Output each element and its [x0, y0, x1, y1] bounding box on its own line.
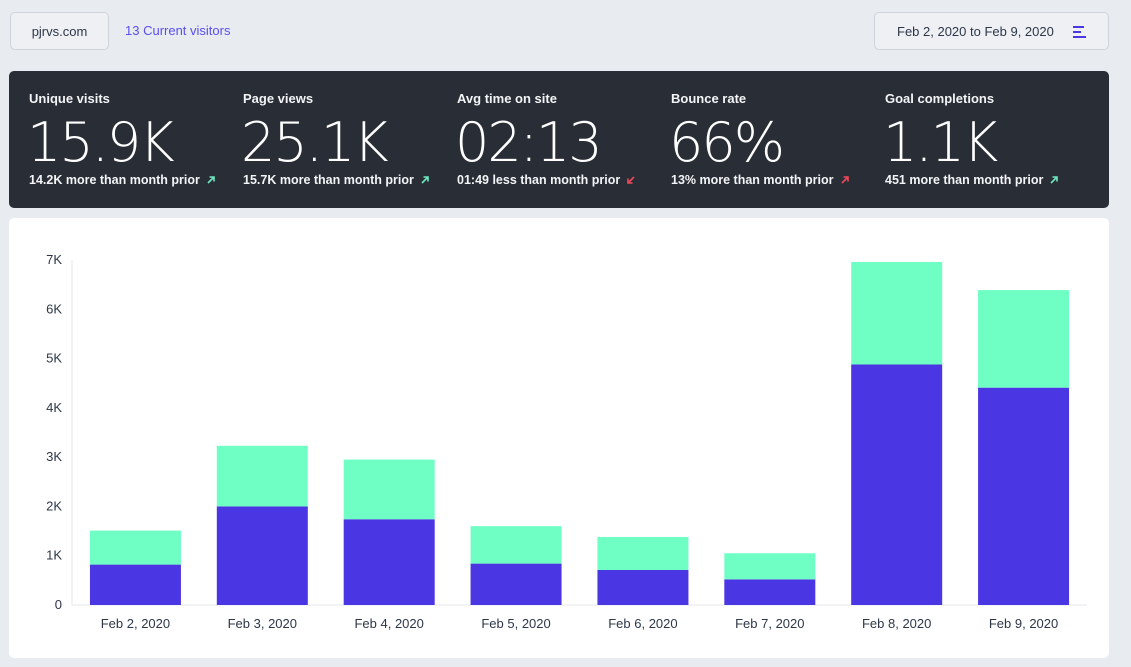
bar-segment-series-1 — [470, 526, 562, 564]
arrow-up-right-icon — [421, 176, 429, 184]
stat-unique-visits: Unique visits 15.9K 14.2K more than mont… — [27, 71, 243, 208]
y-tick-label: 6K — [46, 301, 62, 316]
bar-segment-series-1 — [343, 459, 435, 520]
stat-value: 66% — [669, 111, 785, 174]
bar-segment-series-1 — [851, 261, 943, 365]
date-range-label: Feb 2, 2020 to Feb 9, 2020 — [897, 23, 1054, 39]
x-tick-label: Feb 6, 2020 — [608, 616, 677, 631]
arrow-up-right-icon — [840, 176, 849, 184]
arrow-up-right-icon — [207, 176, 215, 184]
stats-panel: Unique visits 15.9K 14.2K more than mont… — [9, 71, 1109, 208]
x-tick-label: Feb 9, 2020 — [989, 616, 1058, 631]
stat-label: Bounce rate — [671, 91, 747, 106]
y-tick-label: 1K — [46, 548, 62, 563]
stat-value: 02:13 — [455, 111, 603, 174]
stat-change-text: 13% more than month prior — [671, 173, 834, 187]
stat-value: 15.9K — [27, 111, 175, 174]
stat-bounce-rate: Bounce rate 66% 13% more than month prio… — [669, 71, 885, 208]
y-tick-label: 3K — [46, 449, 62, 464]
stat-label: Avg time on site — [457, 91, 557, 106]
menu-lines-icon — [1073, 26, 1086, 38]
stat-change-text: 15.7K more than month prior — [243, 173, 414, 187]
stat-value: 25.1K — [241, 111, 389, 174]
y-tick-label: 7K — [46, 252, 62, 267]
bar-segment-series-1 — [216, 445, 308, 507]
stat-change: 13% more than month prior — [671, 173, 850, 187]
x-tick-label: Feb 7, 2020 — [735, 616, 804, 631]
bar-segment-series-0 — [724, 579, 816, 605]
bar-segment-series-0 — [470, 563, 562, 605]
stat-label: Page views — [243, 91, 314, 106]
stat-label: Goal completions — [885, 91, 995, 106]
arrow-up-right-icon — [1050, 176, 1059, 184]
stacked-bar-chart: 0 1K 2K 3K 4K 5K 6K 7K Feb 2, 2020 Feb 3, 2020 Feb… — [46, 252, 1087, 631]
stat-change-text: 01:49 less than month prior — [457, 173, 621, 187]
x-tick-label: Feb 8, 2020 — [862, 616, 931, 631]
y-tick-label: 0 — [55, 597, 62, 612]
x-tick-label: Feb 3, 2020 — [228, 616, 297, 631]
stat-page-views: Page views 25.1K 15.7K more than month p… — [241, 71, 457, 208]
x-tick-label: Feb 4, 2020 — [354, 616, 423, 631]
bar-segment-series-0 — [343, 519, 435, 605]
stat-change: 14.2K more than month prior — [29, 173, 216, 187]
bar-segment-series-1 — [978, 290, 1070, 388]
stat-value: 1.1K — [883, 111, 998, 174]
bar-segment-series-0 — [978, 387, 1070, 605]
current-visitors-link[interactable]: 13 Current visitors — [125, 23, 231, 38]
stat-change: 451 more than month prior — [885, 173, 1059, 187]
stat-avg-time: Avg time on site 02:13 01:49 less than m… — [455, 71, 671, 208]
stat-change: 01:49 less than month prior — [457, 173, 636, 187]
visits-chart-card: 0 1K 2K 3K 4K 5K 6K 7K Feb 2, 2020 Feb 3, 2020 Feb… — [9, 218, 1109, 658]
site-selector-button[interactable]: pjrvs.com — [10, 12, 109, 50]
bar-segment-series-0 — [851, 364, 943, 605]
y-tick-label: 5K — [46, 351, 62, 366]
x-tick-label: Feb 5, 2020 — [481, 616, 550, 631]
site-selector-label: pjrvs.com — [31, 23, 88, 39]
x-tick-label: Feb 2, 2020 — [101, 616, 170, 631]
bar-segment-series-0 — [89, 564, 181, 605]
bar-segment-series-1 — [724, 553, 816, 580]
stat-change: 15.7K more than month prior — [243, 173, 430, 187]
stat-change-text: 14.2K more than month prior — [29, 173, 200, 187]
stat-goal-completions: Goal completions 1.1K 451 more than mont… — [883, 71, 1099, 208]
y-tick-label: 4K — [46, 400, 62, 415]
bar-segment-series-1 — [89, 530, 181, 565]
bar-segment-series-1 — [597, 536, 689, 571]
stat-label: Unique visits — [29, 91, 110, 106]
date-range-button[interactable]: Feb 2, 2020 to Feb 9, 2020 — [874, 12, 1109, 50]
arrow-down-left-icon — [627, 176, 635, 184]
bar-segment-series-0 — [216, 506, 308, 605]
y-tick-label: 2K — [46, 498, 62, 513]
stat-change-text: 451 more than month prior — [885, 173, 1044, 187]
bar-segment-series-0 — [597, 570, 689, 605]
